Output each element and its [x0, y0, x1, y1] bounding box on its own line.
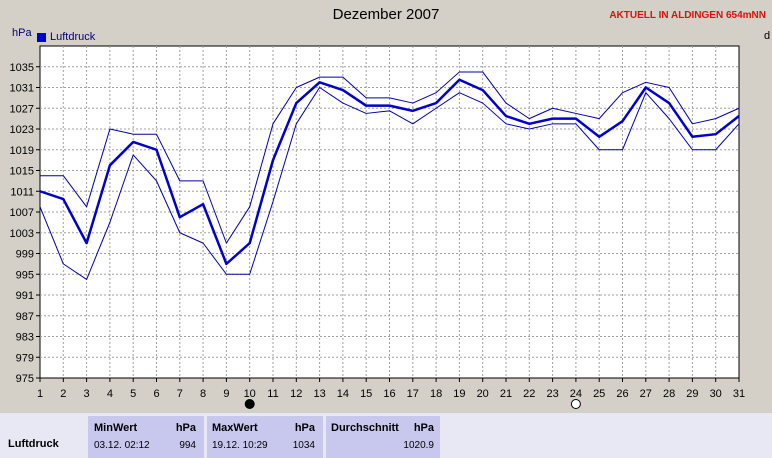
avg-header: Durchschnitt — [331, 422, 399, 434]
series-line-min — [39, 87, 740, 280]
chart-title: Dezember 2007 — [332, 6, 440, 23]
series-line-max — [40, 71, 740, 244]
max-unit: hPa — [294, 422, 315, 434]
x-tick-label: 22 — [523, 388, 535, 400]
x-tick-label: 4 — [107, 388, 113, 400]
y-tick-label: 991 — [16, 290, 34, 302]
x-tick-label: 21 — [500, 388, 512, 400]
y-tick-label: 1007 — [10, 207, 34, 219]
series-line-mean — [39, 78, 740, 266]
stats-min-cell: MinWert hPa 03.12. 02:12 994 — [88, 416, 204, 458]
grid — [36, 46, 740, 382]
x-tick-label: 6 — [153, 388, 159, 400]
min-header: MinWert — [94, 422, 138, 434]
y-tick-label: 1019 — [10, 145, 34, 157]
legend-swatch — [37, 32, 46, 42]
x-tick-label: 12 — [290, 388, 302, 400]
cut-off-label: d — [764, 30, 771, 42]
stats-max-cell: MaxWert hPa 19.12. 10:29 1034 — [207, 416, 323, 458]
y-tick-label: 1015 — [10, 166, 34, 178]
x-tick-label: 8 — [200, 388, 206, 400]
x-tick-label: 7 — [177, 388, 183, 400]
x-tick-label: 1 — [37, 388, 43, 400]
x-tick-label: 5 — [130, 388, 136, 400]
x-tick-label: 14 — [337, 388, 349, 400]
min-value: 994 — [179, 440, 196, 451]
y-tick-label: 975 — [16, 373, 34, 385]
location-badge: AKTUELL IN ALDINGEN 654mNN — [609, 10, 766, 21]
x-tick-label: 13 — [313, 388, 325, 400]
x-tick-label: 24 — [570, 388, 582, 400]
max-header: MaxWert — [212, 422, 258, 434]
new-moon-marker — [570, 399, 581, 409]
y-tick-label: 1035 — [10, 62, 34, 74]
x-tick-label: 30 — [710, 388, 722, 400]
x-tick-label: 10 — [244, 388, 256, 400]
y-tick-label: 999 — [16, 249, 34, 261]
y-tick-label: 1031 — [10, 83, 34, 95]
stats-row-label: Luftdruck — [8, 438, 59, 450]
stats-avg-cell: Durchschnitt hPa 1020.9 — [326, 416, 440, 458]
x-tick-label: 17 — [407, 388, 419, 400]
max-value: 1034 — [292, 440, 315, 451]
x-tick-label: 29 — [686, 388, 698, 400]
y-tick-label: 1011 — [10, 186, 34, 198]
full-moon-marker — [244, 399, 255, 409]
moon-markers — [244, 399, 581, 409]
pressure-chart: 9759799839879919959991003100710111015101… — [10, 45, 745, 409]
y-tick-label: 987 — [16, 311, 34, 323]
max-time: 19.12. 10:29 — [212, 440, 268, 451]
y-tick-label: 979 — [16, 352, 34, 364]
y-tick-label: 1003 — [10, 228, 34, 240]
x-tick-label: 20 — [477, 388, 489, 400]
x-tick-label: 28 — [663, 388, 675, 400]
x-tick-label: 25 — [593, 388, 605, 400]
x-tick-label: 26 — [616, 388, 628, 400]
avg-value: 1020.9 — [403, 440, 434, 451]
y-axis-unit: hPa — [12, 27, 32, 39]
y-tick-label: 1023 — [10, 124, 34, 136]
y-tick-label: 1027 — [10, 103, 34, 115]
avg-unit: hPa — [413, 422, 434, 434]
y-tick-label: 995 — [16, 269, 34, 281]
legend-label: Luftdruck — [50, 31, 96, 43]
x-tick-label: 31 — [733, 388, 745, 400]
x-axis-ticks: 1 2 3 4 5 6 7 8 9 10 11 12 13 14 15 16 17 18 19 20 21 22 23 24 2… — [37, 388, 745, 400]
min-time: 03.12. 02:12 — [94, 440, 150, 451]
x-tick-label: 11 — [267, 388, 278, 400]
x-tick-label: 3 — [84, 388, 90, 400]
x-tick-label: 2 — [60, 388, 66, 400]
min-unit: hPa — [175, 422, 196, 434]
x-tick-label: 9 — [223, 388, 229, 400]
x-tick-label: 19 — [453, 388, 465, 400]
y-tick-label: 983 — [16, 332, 34, 344]
y-axis-ticks: 975 979 983 987 991 995 999 1003 1007 1011 1015 101… — [10, 62, 34, 385]
legend: Luftdruck — [37, 31, 95, 43]
series-group — [39, 71, 740, 280]
x-tick-label: 15 — [360, 388, 372, 400]
x-tick-label: 23 — [546, 388, 558, 400]
x-tick-label: 16 — [383, 388, 395, 400]
x-tick-label: 18 — [430, 388, 442, 400]
x-tick-label: 27 — [640, 388, 652, 400]
